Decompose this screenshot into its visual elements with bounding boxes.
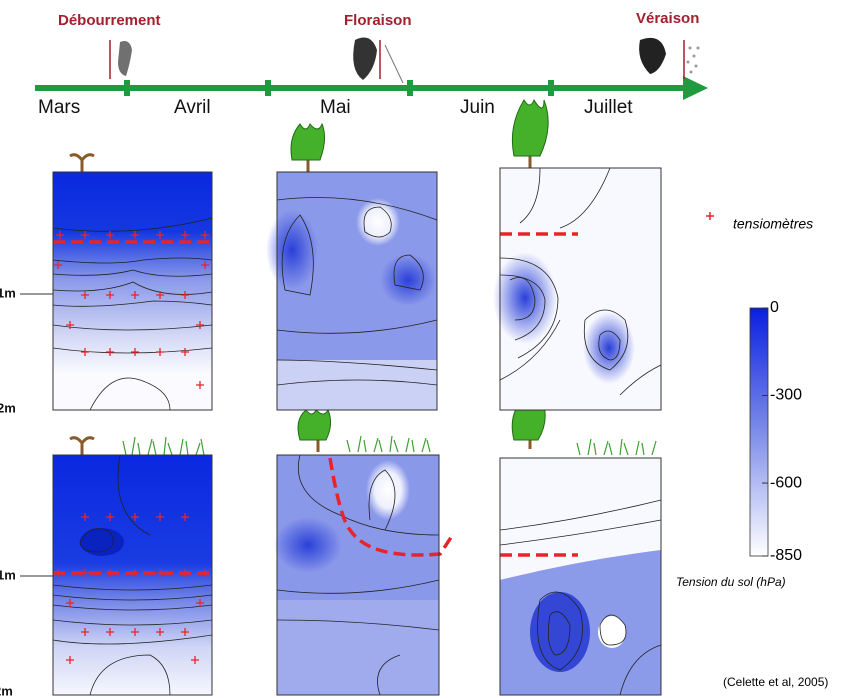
tensiometer — [131, 348, 139, 356]
tensiometer — [81, 348, 89, 356]
tensiometer — [131, 628, 139, 636]
tensiometer — [201, 261, 209, 269]
depth-label: 1m — [0, 285, 16, 300]
tensiometer — [156, 291, 164, 299]
stage-label: Débourrement — [58, 12, 161, 29]
tensiometer — [54, 261, 62, 269]
tensiometer — [181, 291, 189, 299]
tensiometer — [131, 231, 139, 239]
legend-label: tensiomètres — [733, 216, 813, 232]
citation: (Celette et al, 2005) — [723, 675, 828, 689]
tensiometer — [181, 569, 189, 577]
tensiometer — [156, 569, 164, 577]
tensiometer — [181, 348, 189, 356]
tensiometer — [106, 569, 114, 577]
soil-panel — [499, 457, 662, 696]
tensiometer — [156, 628, 164, 636]
stage-label: Véraison — [636, 10, 699, 27]
depth-label: 1m — [0, 567, 16, 582]
soil-panel — [274, 454, 454, 696]
colorbar-tick-label: -850 — [770, 547, 802, 564]
tensiometer — [196, 599, 204, 607]
tensiometer — [106, 348, 114, 356]
tensiometer — [66, 656, 74, 664]
tensiometer — [66, 321, 74, 329]
tensiometer — [66, 599, 74, 607]
tensiometer — [81, 628, 89, 636]
colorbar-tick-label: 0 — [770, 299, 779, 316]
tensiometer — [181, 513, 189, 521]
tensiometer — [181, 628, 189, 636]
tensiometer — [106, 628, 114, 636]
tensiometer — [54, 569, 62, 577]
tensiometer — [156, 513, 164, 521]
stage-label: Floraison — [344, 12, 412, 29]
colorbar-title: Tension du sol (hPa) — [676, 575, 786, 589]
tensiometer — [81, 291, 89, 299]
soil-panel — [266, 171, 438, 411]
tensiometer — [81, 231, 89, 239]
month-label: Mars — [38, 97, 80, 118]
tensiometers — [54, 231, 209, 664]
tensiometer — [191, 656, 199, 664]
tensiometer — [201, 569, 209, 577]
tensiometer — [196, 321, 204, 329]
soil-panel — [493, 167, 662, 411]
month-label: Juin — [460, 97, 495, 118]
tensiometer — [131, 513, 139, 521]
tensiometer — [181, 231, 189, 239]
tensiometer — [131, 291, 139, 299]
month-label: Avril — [174, 97, 211, 118]
tensiometer — [196, 381, 204, 389]
tensiometer — [201, 231, 209, 239]
soil-panel — [52, 454, 213, 696]
colorbar: Tension du sol (hPa) 0 -300 -600 -850 — [676, 299, 802, 589]
colorbar-tick-label: -300 — [770, 387, 802, 404]
tensiometer — [156, 231, 164, 239]
colorbar-tick-label: -600 — [770, 474, 802, 491]
tensiometer — [56, 231, 64, 239]
tensiometer — [81, 569, 89, 577]
month-label: Mai — [320, 97, 351, 118]
timeline: Débourrement Floraison Véraison Mars Avr… — [35, 10, 708, 118]
depth-label: 2m — [0, 400, 16, 415]
tensiometer — [81, 513, 89, 521]
legend: tensiomètres — [706, 212, 813, 232]
tensiometer — [106, 231, 114, 239]
tensiometer — [131, 569, 139, 577]
soil-panel — [52, 171, 213, 411]
depth-label: 2m — [0, 683, 13, 698]
tensiometer — [106, 513, 114, 521]
tensiometer — [156, 348, 164, 356]
month-label: Juillet — [584, 97, 633, 118]
tensiometer — [106, 291, 114, 299]
